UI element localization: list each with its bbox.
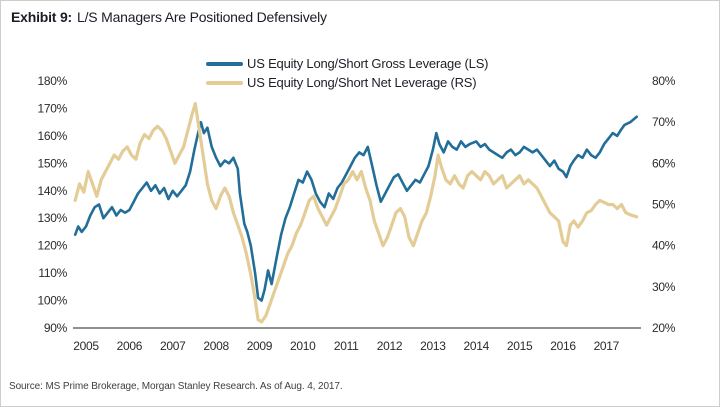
- exhibit-title-text: L/S Managers Are Positioned Defensively: [77, 9, 327, 25]
- net-leverage-line: [73, 101, 639, 324]
- x-axis-tick-label: 2011: [334, 339, 359, 353]
- x-axis-tick-label: 2008: [203, 339, 229, 353]
- x-axis-tick-label: 2012: [377, 339, 403, 353]
- x-axis-tick-label: 2015: [507, 339, 533, 353]
- x-axis-tick-label: 2006: [117, 339, 143, 353]
- x-axis-tick-label: 2005: [73, 339, 99, 353]
- gross-leverage-line-swatch: [206, 61, 243, 66]
- x-axis-tick-label: 2013: [420, 339, 446, 353]
- right-axis-tick-label: 80%: [652, 74, 676, 88]
- legend-label-gross: US Equity Long/Short Gross Leverage (LS): [247, 56, 489, 71]
- exhibit-title: Exhibit 9: L/S Managers Are Positioned De…: [11, 9, 327, 25]
- left-axis-tick-label: 90%: [44, 321, 68, 335]
- left-axis-tick-label: 130%: [38, 211, 68, 225]
- x-axis-tick-label: 2017: [594, 339, 620, 353]
- right-axis-tick-label: 70%: [652, 115, 676, 129]
- left-axis-tick-label: 150%: [38, 156, 68, 170]
- net-leverage-line-swatch: [206, 80, 243, 85]
- legend-label-net: US Equity Long/Short Net Leverage (RS): [247, 75, 477, 90]
- right-axis-tick-label: 20%: [652, 321, 676, 335]
- x-axis-tick-label: 2007: [160, 339, 186, 353]
- legend-item-gross-leverage: US Equity Long/Short Gross Leverage (LS): [206, 54, 488, 73]
- legend-item-net-leverage: US Equity Long/Short Net Leverage (RS): [206, 73, 488, 92]
- source-note: Source: MS Prime Brokerage, Morgan Stanl…: [9, 381, 343, 392]
- right-axis-tick-label: 50%: [652, 198, 676, 212]
- left-axis-tick-label: 170%: [38, 101, 68, 115]
- left-axis-tick-label: 180%: [38, 74, 68, 88]
- exhibit-label: Exhibit 9:: [11, 9, 73, 25]
- left-axis-tick-label: 140%: [38, 184, 68, 198]
- x-axis-tick-label: 2010: [290, 339, 316, 353]
- left-axis-tick-label: 110%: [38, 266, 67, 280]
- right-axis-tick-label: 40%: [652, 239, 676, 253]
- left-axis-tick-label: 100%: [38, 294, 68, 308]
- right-axis-tick-label: 30%: [652, 280, 676, 294]
- left-axis-tick-label: 160%: [38, 129, 68, 143]
- x-axis-tick-label: 2009: [247, 339, 273, 353]
- left-axis-tick-label: 120%: [38, 239, 68, 253]
- chart-legend: US Equity Long/Short Gross Leverage (LS)…: [206, 54, 488, 92]
- x-axis-tick-label: 2014: [463, 339, 489, 353]
- gross-leverage-line: [73, 115, 639, 302]
- right-axis-tick-label: 60%: [652, 156, 676, 170]
- x-axis-tick-label: 2016: [550, 339, 576, 353]
